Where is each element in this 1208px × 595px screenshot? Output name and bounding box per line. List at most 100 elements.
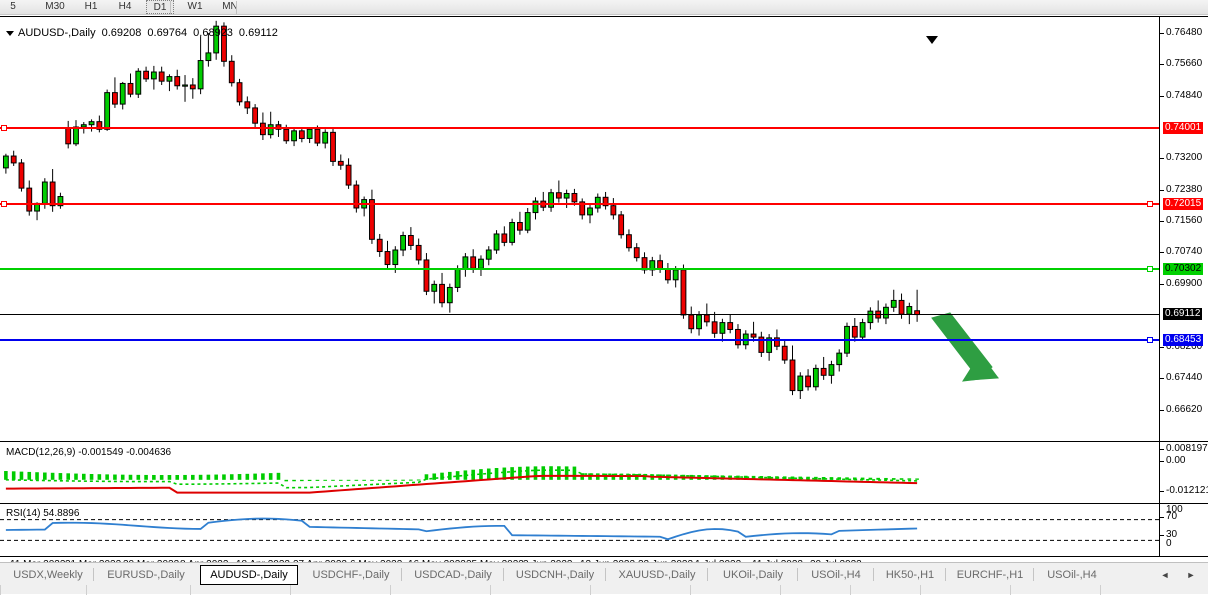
macd-pane[interactable] <box>0 442 1160 504</box>
tab-grid-mark <box>190 585 191 595</box>
chart-tab-usoilh4[interactable]: USOil-,H4 <box>1047 569 1097 581</box>
price-level-badge-support-blue[interactable]: 0.68453 <box>1163 333 1204 346</box>
price-level-line-0.74001[interactable] <box>0 126 1159 129</box>
macd-scale-label: 0.008197 <box>1166 443 1208 454</box>
chart-tab-usdcaddaily[interactable]: USDCAD-,Daily <box>414 569 492 581</box>
price-tick-label: 0.69900 <box>1166 278 1203 290</box>
price-level-badge-support-green[interactable]: 0.70302 <box>1163 263 1204 276</box>
tab-separator <box>93 568 94 581</box>
macd-scale-tick <box>1160 461 1164 462</box>
chart-tab-eurusddaily[interactable]: EURUSD-,Daily <box>107 569 185 581</box>
chart-tab-audusddaily[interactable]: AUDUSD-,Daily <box>200 565 298 585</box>
rsi-pane[interactable] <box>0 504 1160 557</box>
price-tick-label: 0.67440 <box>1166 372 1203 384</box>
chart-tab-eurchfh1[interactable]: EURCHF-,H1 <box>956 569 1024 581</box>
rsi-label: RSI(14) 54.8896 <box>6 508 80 519</box>
chart-tab-usoilh4[interactable]: USOil-,H4 <box>811 569 861 581</box>
tab-grid-mark <box>1100 585 1101 595</box>
price-level-line-0.72015[interactable] <box>0 202 1159 205</box>
price-tick-label: 0.66620 <box>1166 403 1203 415</box>
chart-symbol-header: AUDUSD-,Daily 0.69208 0.69764 0.68923 0.6911… <box>6 27 278 39</box>
chart-frame: AUDUSD-,Daily 0.69208 0.69764 0.68923 0.6911… <box>0 16 1208 570</box>
price-tick <box>1160 378 1164 379</box>
ohlc-low: 0.68923 <box>193 27 233 39</box>
price-chart-pane[interactable] <box>0 17 1160 442</box>
tab-grid-mark <box>290 585 291 595</box>
timeframe-button-h4[interactable]: H4 <box>118 1 132 12</box>
macd-scale-label: -0.012121 <box>1166 485 1208 496</box>
tab-grid-mark <box>1010 585 1011 595</box>
price-level-line-0.70302[interactable] <box>0 268 1159 271</box>
ohlc-close: 0.69112 <box>238 27 278 39</box>
price-tick-label: 0.74840 <box>1166 89 1203 101</box>
timeframe-button-h1[interactable]: H1 <box>84 1 98 12</box>
price-tick <box>1160 158 1164 159</box>
price-tick-label: 0.68260 <box>1166 341 1203 353</box>
chart-tab-bar[interactable]: USDX,Weekly EURUSD-,Daily AUDUSD-,Daily USD… <box>0 562 1208 595</box>
macd-scale-tick <box>1160 491 1164 492</box>
chart-tab-ukoildaily[interactable]: UKOil-,Daily <box>723 569 783 581</box>
rsi-series <box>0 517 1159 541</box>
chart-tab-usdcnhdaily[interactable]: USDCNH-,Daily <box>515 569 595 581</box>
price-tick-label: 0.75660 <box>1166 58 1203 70</box>
timeframe-button-d1[interactable]: D1 <box>146 0 174 14</box>
timeframe-button-w1[interactable]: W1 <box>187 1 203 12</box>
chart-tab-usdchfdaily[interactable]: USDCHF-,Daily <box>312 569 390 581</box>
toolbar-separator <box>236 1 237 14</box>
tab-separator <box>605 568 606 581</box>
macd-scale: 0.008197 0.00 -0.012121 <box>1160 442 1208 504</box>
price-line-anchor[interactable] <box>1147 200 1153 207</box>
chart-tab-usdxweekly[interactable]: USDX,Weekly <box>13 569 83 581</box>
price-tick-label: 0.70740 <box>1166 246 1203 258</box>
macd-scale-label: 0.00 <box>1166 455 1186 466</box>
price-tick-label: 0.76480 <box>1166 27 1203 39</box>
chart-tab-hk50h1[interactable]: HK50-,H1 <box>885 569 935 581</box>
tab-grid-mark <box>590 585 591 595</box>
price-level-line-0.69112[interactable] <box>0 314 1159 316</box>
tab-separator <box>945 568 946 581</box>
chart-top-marker-icon <box>926 36 938 44</box>
tab-grid-mark <box>920 585 921 595</box>
price-tick <box>1160 252 1164 253</box>
candlestick-series <box>2 20 921 399</box>
price-level-badge-last-price[interactable]: 0.69112 <box>1163 308 1203 321</box>
timeframe-button-5[interactable]: 5 <box>10 1 16 12</box>
price-tick <box>1160 64 1164 65</box>
tab-grid-mark <box>0 585 1 595</box>
tab-grid-mark <box>86 585 87 595</box>
macd-series <box>4 466 919 494</box>
price-line-anchor[interactable] <box>1147 266 1153 273</box>
timeframe-button-m30[interactable]: M30 <box>45 1 65 12</box>
timeframe-button-mn[interactable]: MN <box>222 1 238 12</box>
chart-tab-xauusddaily[interactable]: XAUUSD-,Daily <box>618 569 696 581</box>
price-tick <box>1160 221 1164 222</box>
price-scale[interactable]: 0.76480 0.75660 0.74840 0.73200 0.72380 0.715… <box>1160 17 1208 442</box>
tab-scroll-left-button[interactable]: ◄ <box>1160 570 1170 580</box>
price-line-anchor[interactable] <box>1 124 7 131</box>
tab-scroll-right-button[interactable]: ► <box>1186 570 1196 580</box>
rsi-scale-tick <box>1160 535 1164 536</box>
price-level-badge-resistance[interactable]: 0.72015 <box>1163 197 1204 210</box>
macd-label: MACD(12,26,9) -0.001549 -0.004636 <box>6 447 172 458</box>
price-level-line-0.68453[interactable] <box>0 338 1159 341</box>
price-tick-label: 0.72380 <box>1166 183 1203 195</box>
price-level-badge-resistance[interactable]: 0.74001 <box>1163 121 1204 134</box>
tab-grid-mark <box>780 585 781 595</box>
ohlc-open: 0.69208 <box>101 27 142 39</box>
tab-grid-mark <box>390 585 391 595</box>
symbol-label: AUDUSD-,Daily <box>18 27 96 39</box>
rsi-scale-label: 0 <box>1166 538 1172 549</box>
timeframe-toolbar: 5 M30 H1 H4 D1 W1 MN <box>0 0 1208 15</box>
ohlc-high: 0.69764 <box>147 27 188 39</box>
price-tick <box>1160 284 1164 285</box>
chevron-down-icon[interactable] <box>6 30 14 36</box>
rsi-scale: 100 70 30 0 <box>1160 504 1208 557</box>
price-tick <box>1160 410 1164 411</box>
tab-separator <box>707 568 708 581</box>
price-tick <box>1160 347 1164 348</box>
price-line-anchor[interactable] <box>1147 336 1153 343</box>
tab-grid-mark <box>850 585 851 595</box>
price-line-anchor[interactable] <box>1 200 7 207</box>
tab-separator <box>797 568 798 581</box>
rsi-scale-label: 70 <box>1166 511 1178 522</box>
